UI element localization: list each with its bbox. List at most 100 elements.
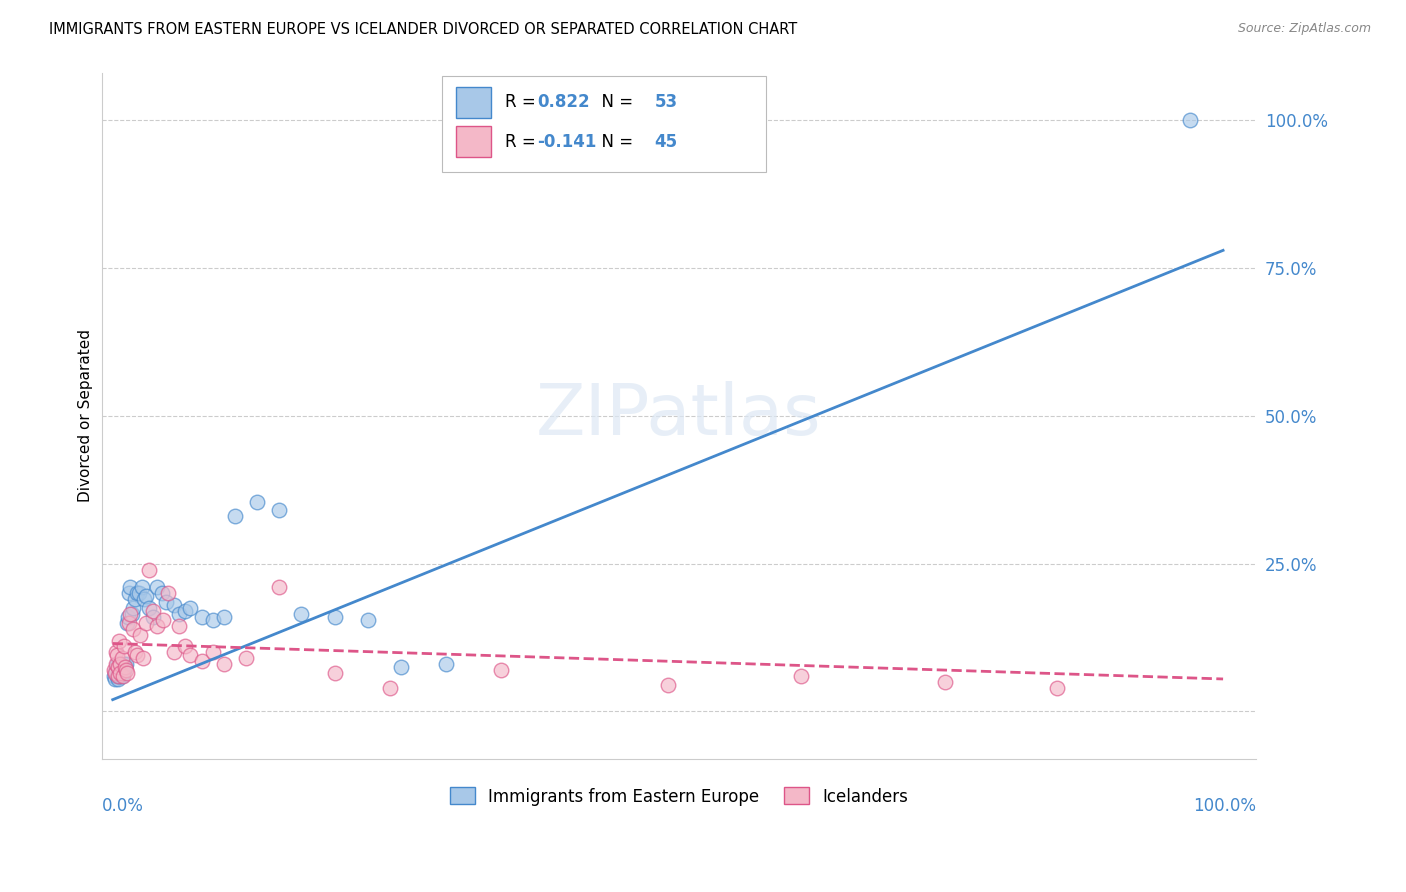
Point	[169, 619, 191, 633]
Point	[120, 607, 142, 621]
Legend: Immigrants from Eastern Europe, Icelanders: Immigrants from Eastern Europe, Icelande…	[443, 780, 915, 813]
Point	[114, 660, 136, 674]
Point	[115, 663, 138, 677]
Point	[152, 613, 174, 627]
Point	[105, 648, 128, 663]
Text: R =: R =	[505, 94, 541, 112]
Point	[105, 657, 128, 672]
Point	[146, 619, 169, 633]
Point	[235, 651, 257, 665]
Point	[357, 613, 380, 627]
Point	[115, 666, 138, 681]
Point	[111, 660, 134, 674]
Point	[163, 645, 186, 659]
Point	[110, 666, 132, 681]
Text: 45: 45	[655, 133, 678, 151]
Point	[107, 669, 129, 683]
Point	[103, 669, 125, 683]
Point	[190, 654, 212, 668]
Point	[124, 645, 146, 659]
Point	[201, 645, 224, 659]
Point	[212, 610, 235, 624]
Point	[105, 645, 128, 659]
Point	[138, 601, 160, 615]
Bar	[456, 126, 491, 157]
Point	[118, 615, 141, 630]
Point	[146, 580, 169, 594]
Point	[104, 666, 127, 681]
Point	[107, 660, 129, 674]
Point	[127, 648, 149, 663]
Point	[107, 660, 129, 674]
Point	[112, 657, 135, 672]
Text: 0.822: 0.822	[537, 94, 589, 112]
Point	[269, 503, 291, 517]
Text: R =: R =	[505, 133, 541, 151]
Text: 53: 53	[655, 94, 678, 112]
Point	[120, 580, 142, 594]
Point	[380, 681, 402, 695]
Point	[115, 657, 138, 672]
Point	[108, 669, 131, 683]
Point	[108, 633, 131, 648]
Point	[135, 589, 157, 603]
Point	[269, 580, 291, 594]
Point	[246, 494, 269, 508]
Bar	[443, 77, 766, 172]
Point	[179, 648, 201, 663]
Text: IMMIGRANTS FROM EASTERN EUROPE VS ICELANDER DIVORCED OR SEPARATED CORRELATION CH: IMMIGRANTS FROM EASTERN EUROPE VS ICELAN…	[49, 22, 797, 37]
Point	[110, 657, 132, 672]
Point	[121, 607, 143, 621]
Point	[115, 615, 138, 630]
Point	[1178, 113, 1201, 128]
Point	[107, 672, 129, 686]
Point	[117, 610, 139, 624]
Y-axis label: Divorced or Separated: Divorced or Separated	[79, 329, 93, 502]
Point	[110, 663, 132, 677]
Text: N =: N =	[592, 133, 638, 151]
Point	[434, 657, 457, 672]
Point	[124, 592, 146, 607]
Text: 0.0%: 0.0%	[101, 797, 143, 814]
Point	[131, 651, 153, 665]
Point	[112, 663, 135, 677]
Point	[179, 601, 201, 615]
Point	[142, 604, 165, 618]
Point	[135, 615, 157, 630]
Text: 100.0%: 100.0%	[1194, 797, 1257, 814]
Point	[105, 666, 128, 681]
Point	[657, 678, 679, 692]
Point	[111, 669, 134, 683]
Point	[114, 660, 136, 674]
Point	[323, 666, 346, 681]
Point	[104, 672, 127, 686]
Point	[389, 660, 412, 674]
Point	[110, 657, 132, 672]
Point	[1045, 681, 1067, 695]
Point	[131, 580, 153, 594]
Point	[108, 663, 131, 677]
Point	[110, 666, 132, 681]
Point	[201, 613, 224, 627]
Text: Source: ZipAtlas.com: Source: ZipAtlas.com	[1237, 22, 1371, 36]
Point	[138, 563, 160, 577]
Point	[150, 586, 173, 600]
Point	[212, 657, 235, 672]
Point	[127, 586, 149, 600]
Bar	[456, 87, 491, 118]
Point	[155, 595, 177, 609]
Point	[105, 669, 128, 683]
Point	[224, 509, 246, 524]
Text: ZIPatlas: ZIPatlas	[536, 382, 823, 450]
Point	[128, 586, 150, 600]
Point	[790, 669, 813, 683]
Point	[121, 601, 143, 615]
Point	[169, 607, 191, 621]
Point	[190, 610, 212, 624]
Point	[103, 663, 125, 677]
Point	[157, 586, 180, 600]
Point	[129, 627, 152, 641]
Point	[105, 663, 128, 677]
Point	[132, 592, 155, 607]
Point	[118, 586, 141, 600]
